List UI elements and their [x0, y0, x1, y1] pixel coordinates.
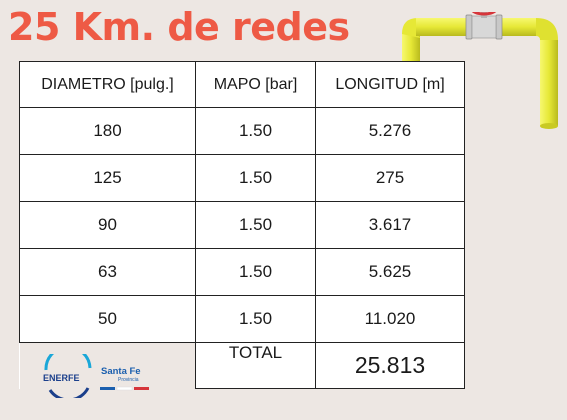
cell-mapo: 1.50 [195, 201, 316, 249]
logos: ENERFE Santa Fe Provincia [40, 354, 190, 398]
table-row: 63 1.50 5.625 [19, 248, 465, 296]
total-label: TOTAL [195, 342, 316, 389]
enerfe-logo-text: ENERFE [43, 373, 80, 383]
enerfe-logo-icon [44, 354, 92, 398]
table-row: 180 1.50 5.276 [19, 107, 465, 155]
pipe-network-table: DIAMETRO [pulg.] MAPO [bar] LONGITUD [m]… [19, 61, 465, 389]
table-row: 90 1.50 3.617 [19, 201, 465, 249]
table-row: 50 1.50 11.020 [19, 295, 465, 343]
empty-cell [19, 342, 196, 389]
cell-longitud: 275 [315, 154, 465, 202]
cell-mapo: 1.50 [195, 154, 316, 202]
cell-longitud: 5.276 [315, 107, 465, 155]
cell-diametro: 90 [19, 201, 196, 249]
cell-mapo: 1.50 [195, 248, 316, 296]
cell-longitud: 3.617 [315, 201, 465, 249]
cell-diametro: 125 [19, 154, 196, 202]
cell-mapo: 1.50 [195, 295, 316, 343]
cell-diametro: 50 [19, 295, 196, 343]
santa-fe-logo-text: Santa Fe [101, 366, 141, 377]
header-diametro: DIAMETRO [pulg.] [19, 61, 196, 108]
header-mapo: MAPO [bar] [195, 61, 316, 108]
header-longitud: LONGITUD [m] [315, 61, 465, 108]
table-header-row: DIAMETRO [pulg.] MAPO [bar] LONGITUD [m] [19, 61, 465, 108]
santa-fe-flag-stripes [100, 386, 149, 391]
cell-diametro: 180 [19, 107, 196, 155]
total-value: 25.813 [315, 342, 465, 389]
cell-longitud: 5.625 [315, 248, 465, 296]
table-total-row: TOTAL 25.813 [19, 342, 465, 389]
page-title: 25 Km. de redes [8, 5, 350, 49]
cell-diametro: 63 [19, 248, 196, 296]
cell-longitud: 11.020 [315, 295, 465, 343]
table-row: 125 1.50 275 [19, 154, 465, 202]
gas-pipe-valve-icon [402, 12, 558, 129]
cell-mapo: 1.50 [195, 107, 316, 155]
santa-fe-logo-subtext: Provincia [118, 377, 139, 383]
